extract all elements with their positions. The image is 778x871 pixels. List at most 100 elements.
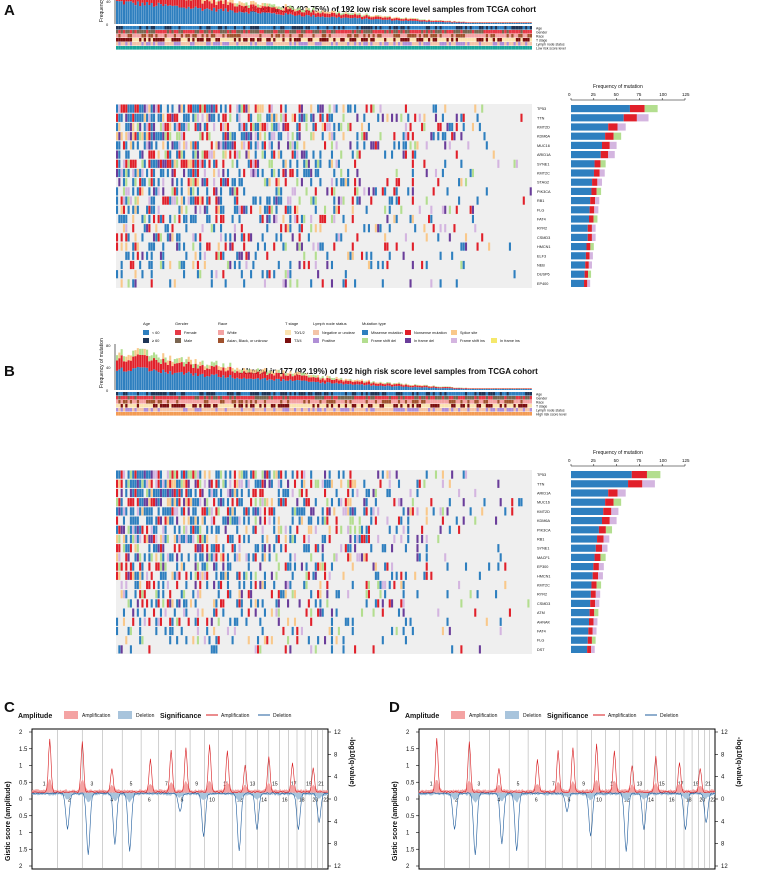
b-clinical-cell (388, 404, 392, 408)
b-clinical-cell (314, 408, 318, 412)
b-mutation-cell (314, 498, 317, 507)
b-topbar (139, 348, 142, 355)
b-clinical-cell (266, 412, 269, 416)
a-mutation-cell (439, 279, 442, 288)
a-topbar (266, 6, 269, 13)
a-mutation-cell (203, 178, 206, 187)
b-mutation-cell (141, 498, 144, 507)
a-mutation-cell (423, 224, 426, 233)
b-topbar (180, 357, 183, 363)
a-clinical-cell (206, 46, 209, 50)
a-freq-bar (609, 141, 617, 149)
b-clinical-cell (363, 412, 366, 416)
b-mutation-cell (310, 507, 313, 516)
a-clinical-cell (464, 30, 468, 34)
b-topbar (499, 388, 502, 389)
a-mutation-cell (199, 104, 202, 113)
a-clinical-cell (169, 46, 172, 50)
b-topbar-ylabel: Frequency of mutation (99, 338, 105, 388)
b-clinical-cell (511, 408, 514, 412)
b-topbar (400, 383, 403, 385)
b-clinical-cell (522, 396, 526, 400)
b-topbar (173, 359, 176, 364)
b-topbar (217, 366, 220, 370)
b-clinical-cell (328, 396, 331, 400)
b-topbar (256, 371, 260, 379)
a-gene-label: FAT4 (537, 218, 546, 222)
a-clinical-cell (518, 42, 521, 46)
b-mutation-cell (157, 488, 160, 498)
a-mutation-cell (256, 159, 260, 168)
b-clinical-cell (189, 404, 193, 408)
b-clinical-cell (404, 404, 408, 408)
a-clinical-cell (183, 26, 186, 30)
b-clinical-cell (527, 408, 530, 412)
b-mutation-cell (208, 470, 211, 479)
a-freq-bar (571, 261, 586, 269)
b-clinical-cell (166, 412, 170, 416)
a-clinical-cell (127, 26, 130, 30)
b-mutation-cell (183, 507, 186, 516)
b-clinical-cell (455, 396, 459, 400)
a-clinical-cell (243, 38, 246, 42)
a-clinical-cell (199, 42, 202, 46)
a-mutation-cell (152, 113, 156, 122)
b-topbar (289, 374, 292, 380)
b-clinical-cell (506, 392, 509, 396)
a-clinical-cell (254, 26, 257, 30)
a-clinical-cell (409, 38, 412, 42)
b-topbar (157, 357, 160, 363)
a-mutation-cell (169, 260, 172, 270)
b-mutation-cell (261, 498, 264, 507)
b-topbar (483, 388, 486, 389)
b-clinical-cell (428, 408, 431, 412)
b-clinical-cell (471, 396, 475, 400)
a-clinical-cell (187, 38, 190, 42)
b-clinical-cell (129, 404, 133, 408)
b-clinical-cell (444, 400, 447, 404)
a-clinical-cell (425, 38, 428, 42)
b-mutation-cell (247, 479, 250, 488)
b-mutation-cell (261, 470, 264, 479)
b-mutation-cell (233, 507, 236, 516)
a-clinical-cell (414, 30, 417, 34)
b-clinical-cell (414, 404, 417, 408)
a-mutation-cell (411, 150, 414, 159)
b-mutation-cell (217, 498, 220, 507)
b-mutation-cell (192, 516, 195, 525)
a-mutation-cell (270, 104, 273, 113)
b-topbar (270, 374, 273, 380)
a-mutation-cell (277, 132, 280, 141)
a-mutation-cell (192, 159, 195, 168)
b-clinical-cell (425, 392, 428, 396)
a-mutation-cell (273, 168, 276, 178)
b-topbar (284, 375, 287, 381)
a-clinical-cell (319, 26, 322, 30)
b-mutation-cell (441, 479, 444, 488)
b-clinical-cell (360, 392, 364, 396)
a-topbar (215, 11, 218, 24)
a-freq-bar (584, 270, 589, 278)
b-mutation-cell (171, 507, 174, 516)
b-clinical-cell (254, 404, 257, 408)
a-mutation-cell (217, 242, 220, 251)
a-mutation-cell (208, 214, 211, 224)
b-topbar (525, 388, 528, 389)
b-mutation-cell (259, 488, 262, 498)
b-clinical-cell (263, 404, 267, 408)
a-mutation-cell (166, 132, 169, 141)
a-mutation-cell (444, 141, 447, 150)
b-topbar (520, 388, 523, 390)
a-mutation-cell (171, 104, 174, 113)
a-mutation-cell (298, 260, 301, 270)
b-topbar (157, 372, 160, 390)
b-mutation-cell (199, 498, 202, 507)
b-clinical-cell (478, 412, 482, 416)
a-clinical-cell (189, 30, 193, 34)
b-clinical-cell (330, 396, 334, 400)
a-mutation-cell (372, 141, 375, 150)
b-clinical-cell (270, 412, 274, 416)
a-topbar (363, 18, 366, 24)
a-mutation-cell (508, 242, 511, 251)
b-clinical-cell (358, 400, 361, 404)
